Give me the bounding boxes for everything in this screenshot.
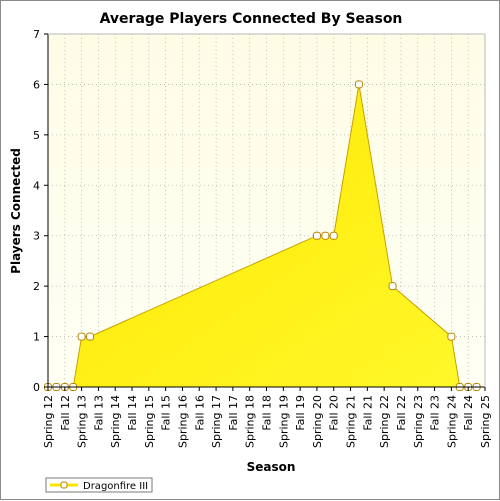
x-tick-label: Spring 24 — [445, 395, 458, 448]
x-tick-label: Spring 25 — [479, 395, 492, 448]
y-tick-labels: 0 1 2 3 4 5 6 7 — [33, 28, 40, 394]
y-tick-label: 4 — [33, 179, 40, 192]
x-tick-label: Fall 19 — [294, 395, 307, 431]
y-tick-label: 3 — [33, 230, 40, 243]
y-tick-label: 5 — [33, 129, 40, 142]
x-tick-label: Fall 21 — [361, 395, 374, 431]
x-tick-label: Spring 13 — [76, 395, 89, 448]
x-tick-label: Spring 12 — [42, 395, 55, 448]
x-tick-label: Fall 14 — [126, 395, 139, 431]
y-tick-label: 6 — [33, 78, 40, 91]
data-point — [86, 332, 95, 341]
data-point — [312, 231, 321, 240]
x-tick-label: Fall 20 — [328, 395, 341, 431]
x-axis-title: Season — [247, 460, 296, 474]
legend-box — [45, 477, 153, 493]
data-point — [77, 332, 86, 341]
legend-swatch-marker — [60, 481, 68, 489]
x-tick-label: Fall 17 — [227, 395, 240, 431]
x-tick-labels: Spring 12 Fall 12 Spring 13 Fall 13 Spring 1… — [42, 395, 492, 448]
x-tick-label: Spring 21 — [345, 395, 358, 448]
data-point — [388, 282, 397, 291]
x-tick-label: Fall 16 — [193, 395, 206, 431]
x-tick-label: Spring 15 — [143, 395, 156, 448]
data-point — [321, 231, 330, 240]
x-tick-label: Spring 18 — [244, 395, 257, 448]
legend-label: Dragonfire III — [83, 481, 148, 492]
x-tick-label: Fall 22 — [395, 395, 408, 431]
axes — [44, 33, 486, 391]
y-tick-label: 0 — [33, 381, 40, 394]
x-tick-label: Spring 16 — [176, 395, 189, 448]
chart-title: Average Players Connected By Season — [100, 11, 403, 27]
x-tick-label: Spring 22 — [378, 395, 391, 448]
x-tick-label: Spring 19 — [277, 395, 290, 448]
x-tick-label: Fall 12 — [59, 395, 72, 431]
legend: Dragonfire III — [45, 477, 153, 493]
x-tick-label: Fall 24 — [462, 395, 475, 431]
data-point — [354, 80, 363, 89]
x-tick-label: Spring 23 — [412, 395, 425, 448]
data-point — [447, 332, 456, 341]
x-tick-label: Spring 20 — [311, 395, 324, 448]
data-point — [329, 231, 338, 240]
x-tick-label: Fall 18 — [261, 395, 274, 431]
y-tick-label: 7 — [33, 28, 40, 41]
x-tick-label: Fall 13 — [92, 395, 105, 431]
y-axis-title: Players Connected — [9, 148, 23, 274]
x-tick-label: Spring 17 — [210, 395, 223, 448]
y-tick-label: 1 — [33, 331, 40, 344]
x-tick-label: Spring 14 — [109, 395, 122, 448]
x-tick-label: Fall 23 — [429, 395, 442, 431]
series-area — [48, 84, 477, 387]
y-tick-label: 2 — [33, 280, 40, 293]
x-tick-label: Fall 15 — [160, 395, 173, 431]
